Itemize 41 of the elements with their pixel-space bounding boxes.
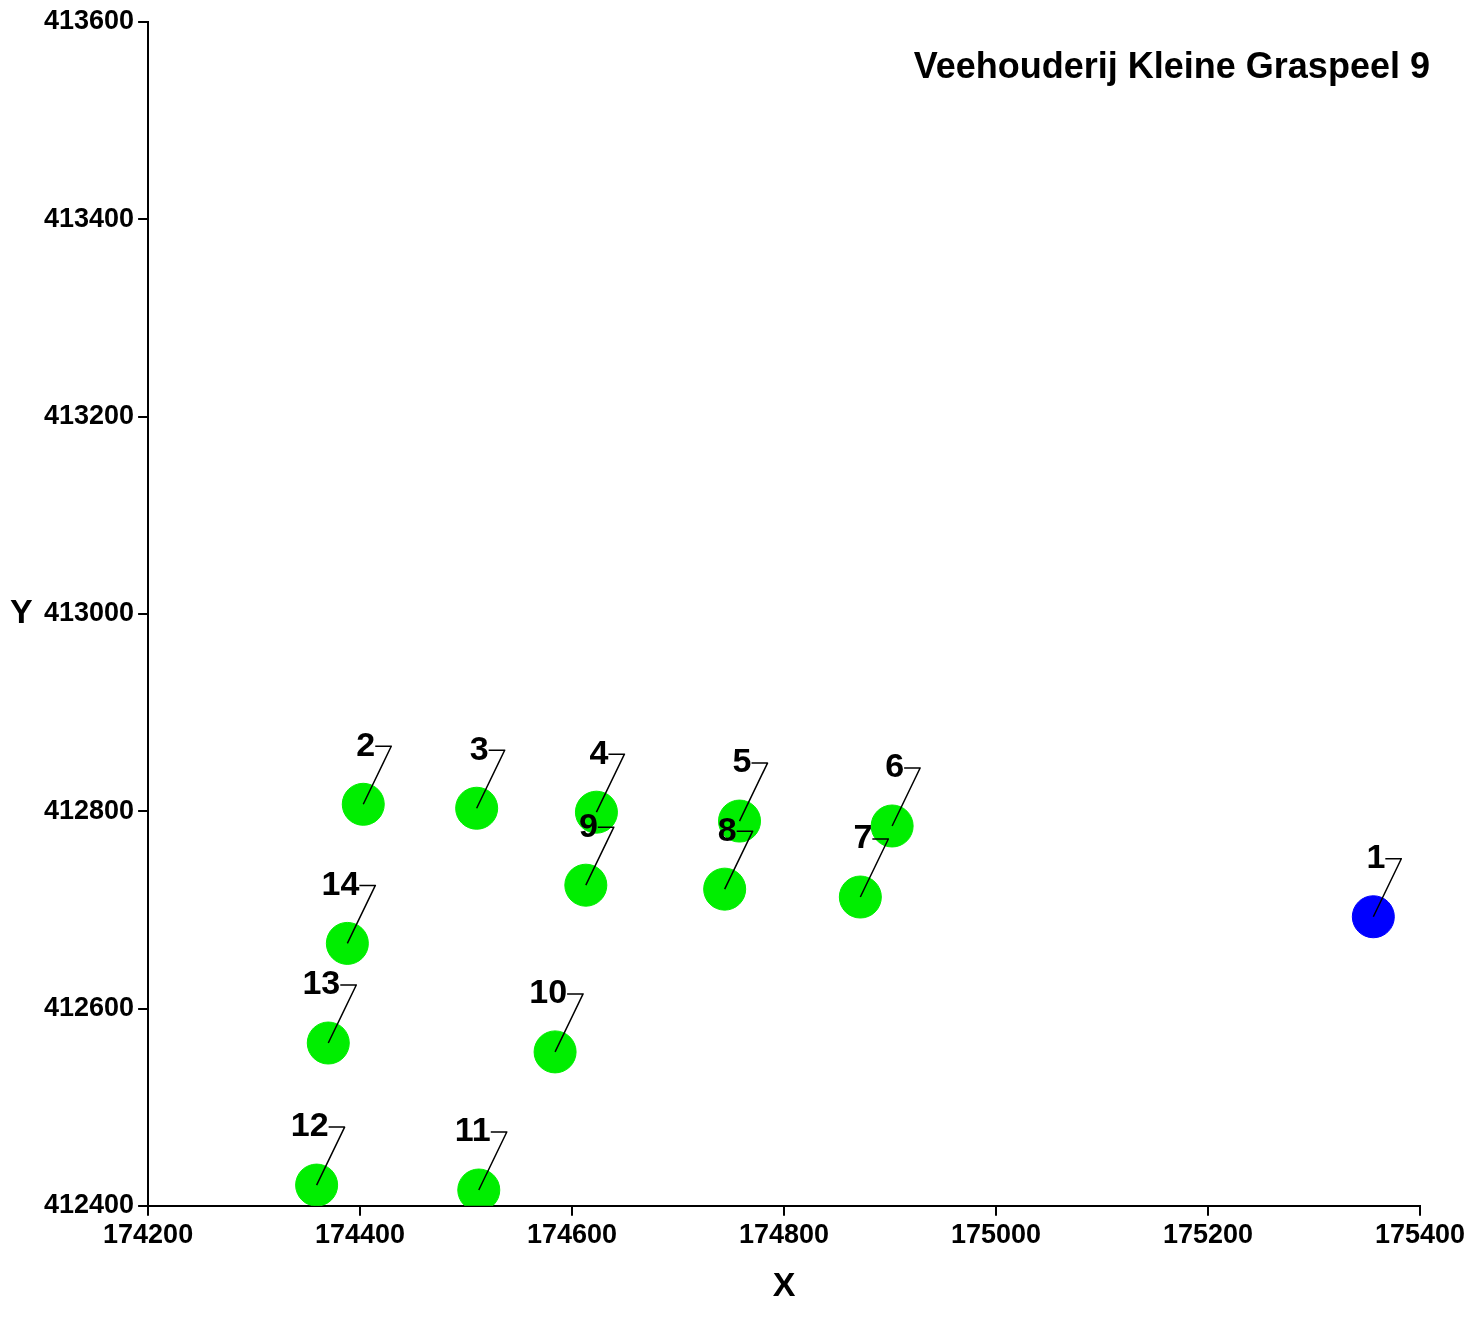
annotation: 13: [302, 963, 341, 1002]
x-tick-label: 175000: [950, 1219, 1042, 1250]
x-tick-label: 175200: [1162, 1219, 1254, 1250]
annotation: 1: [1366, 837, 1386, 876]
point: [455, 786, 499, 830]
point: [564, 863, 608, 907]
y-tick-label: 412800: [43, 794, 135, 825]
point: [1351, 895, 1395, 939]
x-tick-label: 174800: [738, 1219, 830, 1250]
y-axis-title: Y: [10, 592, 33, 631]
annotation: 8: [717, 809, 737, 848]
annotation: 6: [885, 746, 905, 785]
annotation: 2: [356, 724, 376, 763]
x-tick-label: 175400: [1374, 1219, 1466, 1250]
point: [341, 782, 385, 826]
y-tick-label: 412600: [43, 991, 135, 1022]
point: [295, 1163, 339, 1206]
y-tick-label: 413000: [43, 597, 135, 628]
annotation: 3: [469, 728, 489, 767]
point: [838, 875, 882, 919]
x-axis-title: X: [772, 1264, 796, 1303]
y-tick-label: 412400: [43, 1189, 135, 1220]
annotation: 10: [529, 972, 568, 1011]
annotation: 11: [454, 1110, 491, 1149]
annotation: 12: [290, 1105, 329, 1144]
annotation: 14: [321, 863, 360, 902]
y-tick-label: 413600: [43, 5, 135, 36]
y-tick-label: 413200: [43, 400, 135, 431]
x-tick-label: 174600: [526, 1219, 618, 1250]
annotation: 5: [732, 741, 752, 780]
point: [325, 921, 369, 965]
point: [533, 1030, 577, 1074]
point: [703, 867, 747, 911]
annotation: 7: [853, 817, 873, 856]
point: [870, 804, 914, 848]
point: [306, 1021, 350, 1065]
x-tick-label: 174200: [103, 1219, 194, 1250]
y-tick-label: 413400: [43, 202, 135, 233]
annotation: 4: [589, 732, 609, 771]
text: Veehouderij Kleine Graspeel 9: [913, 44, 1430, 86]
x-tick-label: 174400: [315, 1219, 406, 1250]
